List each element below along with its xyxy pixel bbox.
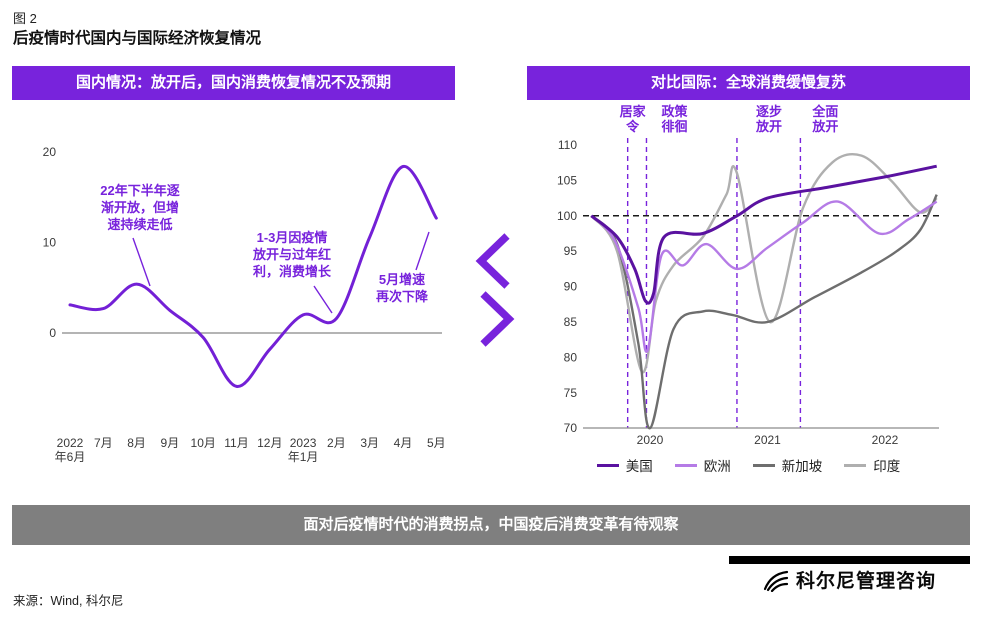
chart-legend: 美国 欧洲 新加坡 印度: [527, 455, 970, 475]
domestic-chart: 20 10 0 2022 年6月 7月 8月 9月 10月 11月 12月 2023 年1月 2月 3月 4月…: [43, 145, 446, 464]
y-tick-label: 0: [49, 326, 56, 340]
figure-label: 图 2: [13, 11, 37, 26]
source-note: 来源：Wind, 科尔尼: [13, 594, 124, 608]
y-tick-label: 100: [557, 209, 577, 223]
legend-swatch: [844, 463, 867, 467]
chart-annotation: 1-3月因疫情放开与过年红利，消费增长: [252, 230, 332, 279]
x-tick-label: 10月: [191, 436, 216, 450]
series-line-印度: [590, 153, 938, 374]
legend-label: 欧洲: [703, 459, 731, 474]
x-tick-label: 7月: [94, 436, 113, 450]
event-label: 全面放开: [811, 104, 838, 134]
kearney-swoosh-icon: [763, 570, 789, 592]
chart-annotation: 5月增速再次下降: [376, 272, 429, 304]
legend-swatch: [596, 463, 619, 467]
chevron-right-icon: [480, 291, 515, 347]
legend-label: 美国: [625, 459, 653, 474]
y-tick-label: 75: [564, 386, 578, 400]
x-tick-label: 2023 年1月: [288, 436, 319, 464]
y-tick-label: 105: [557, 173, 577, 187]
figure-title: 后疫情时代国内与国际经济恢复情况: [13, 30, 262, 47]
legend-item: 欧洲: [674, 455, 731, 475]
kearney-logo: 科尔尼管理咨询: [729, 566, 970, 593]
international-panel: 对比国际：全球消费缓慢复苏 居家令 政策徘徊 逐步放开 全面放开 110 105 100 95…: [527, 66, 970, 475]
international-panel-header: 对比国际：全球消费缓慢复苏: [527, 66, 970, 100]
x-tick-label: 12月: [257, 436, 282, 450]
series-line-美国: [590, 164, 938, 305]
x-tick-label: 2022: [872, 433, 899, 445]
x-tick-label: 2022 年6月: [55, 436, 86, 464]
series-line-欧洲: [590, 200, 938, 353]
y-tick-label: 80: [564, 350, 578, 364]
y-tick-label: 70: [564, 421, 578, 435]
series-line-新加坡: [590, 194, 938, 430]
annotation-leader-line: [313, 285, 333, 314]
x-tick-label: 8月: [127, 436, 146, 450]
y-tick-label: 90: [564, 280, 578, 294]
event-label: 居家令: [620, 104, 647, 134]
domestic-panel-header: 国内情况：放开后，国内消费恢复情况不及预期: [12, 66, 455, 100]
legend-swatch: [752, 463, 775, 467]
legend-item: 美国: [596, 455, 653, 475]
y-tick-label: 20: [43, 145, 57, 159]
annotation-leader-line: [415, 231, 430, 271]
kearney-logo-text: 科尔尼管理咨询: [795, 571, 936, 592]
summary-banner: 面对后疫情时代的消费拐点，中国疫后消费变革有待观察: [12, 505, 970, 545]
legend-label: 新加坡: [781, 459, 823, 474]
event-label: 逐步放开: [755, 104, 782, 134]
legend-swatch: [674, 463, 697, 467]
x-tick-label: 3月: [360, 436, 379, 450]
x-tick-label: 2021: [754, 433, 781, 445]
direction-chevrons: [475, 233, 515, 347]
logo-divider-bar: [729, 556, 970, 564]
x-tick-label: 11月: [224, 436, 248, 450]
y-tick-label: 110: [558, 138, 577, 152]
y-tick-label: 85: [564, 315, 578, 329]
x-tick-label: 5月: [427, 436, 446, 450]
legend-item: 印度: [844, 455, 900, 475]
x-tick-label: 4月: [394, 436, 413, 450]
domestic-consumption-line: [68, 165, 438, 388]
domestic-panel: 国内情况：放开后，国内消费恢复情况不及预期 20 10 0 2022 年6月 7月 8月 9月…: [12, 66, 455, 475]
y-tick-label: 95: [564, 244, 578, 258]
y-tick-label: 10: [43, 236, 57, 250]
x-tick-label: 9月: [161, 436, 180, 450]
x-tick-label: 2月: [327, 436, 346, 450]
event-label: 政策徘徊: [661, 104, 688, 134]
x-tick-label: 2020: [637, 433, 664, 445]
chevron-left-icon: [475, 233, 510, 289]
legend-label: 印度: [873, 459, 901, 474]
chart-annotation: 22年下半年逐渐开放，但增速持续走低: [100, 183, 179, 232]
legend-item: 新加坡: [752, 455, 823, 475]
annotation-leader-line: [132, 237, 151, 287]
